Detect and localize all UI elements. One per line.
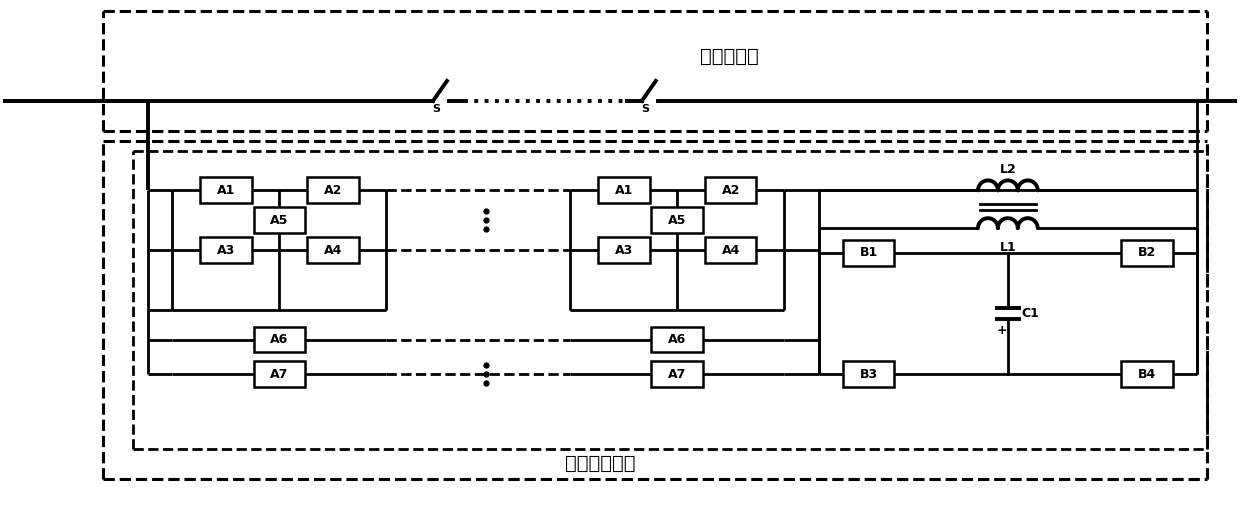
- Text: +: +: [997, 324, 1007, 337]
- FancyBboxPatch shape: [598, 177, 650, 204]
- Text: A6: A6: [668, 333, 686, 346]
- Text: B3: B3: [859, 368, 878, 381]
- Text: L1: L1: [999, 241, 1017, 254]
- FancyBboxPatch shape: [651, 207, 703, 233]
- FancyBboxPatch shape: [200, 177, 252, 204]
- Text: A2: A2: [324, 184, 342, 197]
- FancyBboxPatch shape: [651, 327, 703, 352]
- Text: 转移电流电路: 转移电流电路: [565, 454, 635, 473]
- FancyBboxPatch shape: [704, 177, 756, 204]
- FancyBboxPatch shape: [253, 207, 305, 233]
- FancyBboxPatch shape: [200, 237, 252, 263]
- Text: S: S: [641, 104, 649, 114]
- Text: S: S: [432, 104, 440, 114]
- Text: A7: A7: [668, 368, 687, 381]
- Text: B2: B2: [1138, 246, 1156, 260]
- Text: 主电流电路: 主电流电路: [701, 46, 759, 66]
- Text: B4: B4: [1138, 368, 1156, 381]
- Text: B1: B1: [859, 246, 878, 260]
- Text: C1: C1: [1022, 307, 1039, 320]
- Text: A1: A1: [217, 184, 236, 197]
- FancyBboxPatch shape: [1121, 362, 1173, 387]
- Text: A4: A4: [722, 243, 740, 257]
- Text: A3: A3: [217, 243, 236, 257]
- FancyBboxPatch shape: [704, 237, 756, 263]
- Text: A4: A4: [324, 243, 342, 257]
- Text: A7: A7: [270, 368, 289, 381]
- FancyBboxPatch shape: [598, 237, 650, 263]
- Text: A6: A6: [270, 333, 289, 346]
- FancyBboxPatch shape: [843, 362, 894, 387]
- Text: L2: L2: [999, 164, 1017, 176]
- Text: A2: A2: [722, 184, 740, 197]
- Text: A1: A1: [615, 184, 632, 197]
- Text: A5: A5: [668, 214, 687, 227]
- FancyBboxPatch shape: [1121, 240, 1173, 266]
- Text: A3: A3: [615, 243, 632, 257]
- FancyBboxPatch shape: [651, 362, 703, 387]
- FancyBboxPatch shape: [308, 177, 358, 204]
- FancyBboxPatch shape: [253, 362, 305, 387]
- FancyBboxPatch shape: [253, 327, 305, 352]
- FancyBboxPatch shape: [308, 237, 358, 263]
- Text: A5: A5: [270, 214, 289, 227]
- FancyBboxPatch shape: [843, 240, 894, 266]
